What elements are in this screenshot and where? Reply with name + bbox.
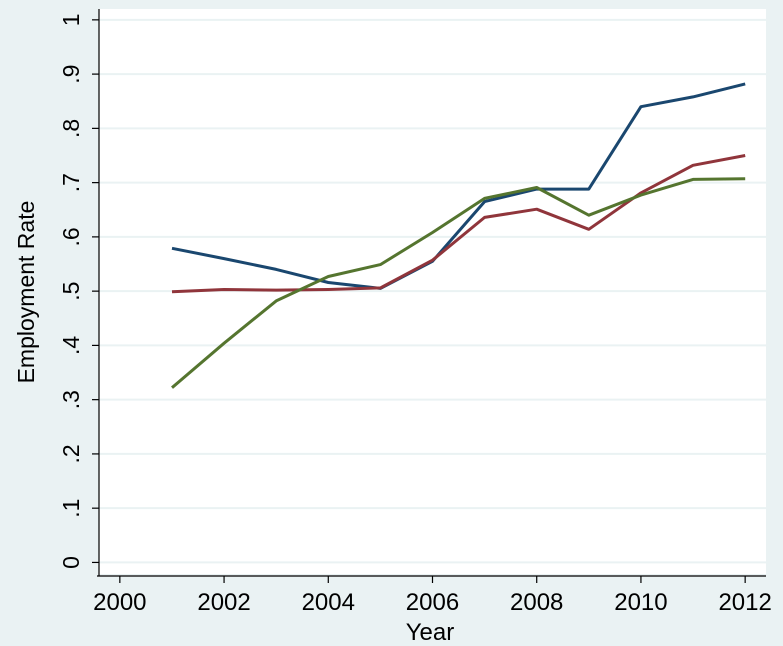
y-tick-label: .8: [58, 119, 84, 138]
x-tick-label: 2004: [302, 589, 355, 616]
y-tick-label: .3: [58, 390, 84, 409]
y-tick-label: 0: [58, 556, 84, 569]
series-line-3: [171, 177, 746, 389]
y-tick-label: .5: [58, 282, 84, 301]
series-lines: [171, 82, 746, 389]
y-axis-title: Employment Rate: [13, 201, 39, 384]
x-tick-label: 2012: [718, 589, 771, 616]
x-tick-label: 2006: [406, 589, 459, 616]
grid-lines: [99, 18, 766, 564]
y-tick-label: .7: [58, 173, 84, 192]
y-axis: 0 .1 .2 .3 .4 .5 .6 .7 .8 .9 1: [58, 13, 99, 569]
x-tick-label: 2002: [197, 589, 250, 616]
series-line-1: [171, 82, 746, 290]
y-tick-label: .2: [58, 444, 84, 463]
x-tick-label: 2008: [510, 589, 563, 616]
x-axis-title: Year: [406, 619, 455, 646]
series-line-2: [171, 154, 746, 294]
x-axis: 2000 2002 2004 2006 2008 2010 2012: [93, 576, 772, 616]
x-tick-label: 2010: [614, 589, 667, 616]
x-tick-label: 2000: [93, 589, 146, 616]
y-tick-label: .9: [58, 65, 84, 84]
y-tick-label: .6: [58, 227, 84, 246]
y-tick-label: 1: [58, 13, 84, 26]
y-tick-label: .1: [58, 499, 84, 518]
y-tick-label: .4: [58, 336, 84, 355]
